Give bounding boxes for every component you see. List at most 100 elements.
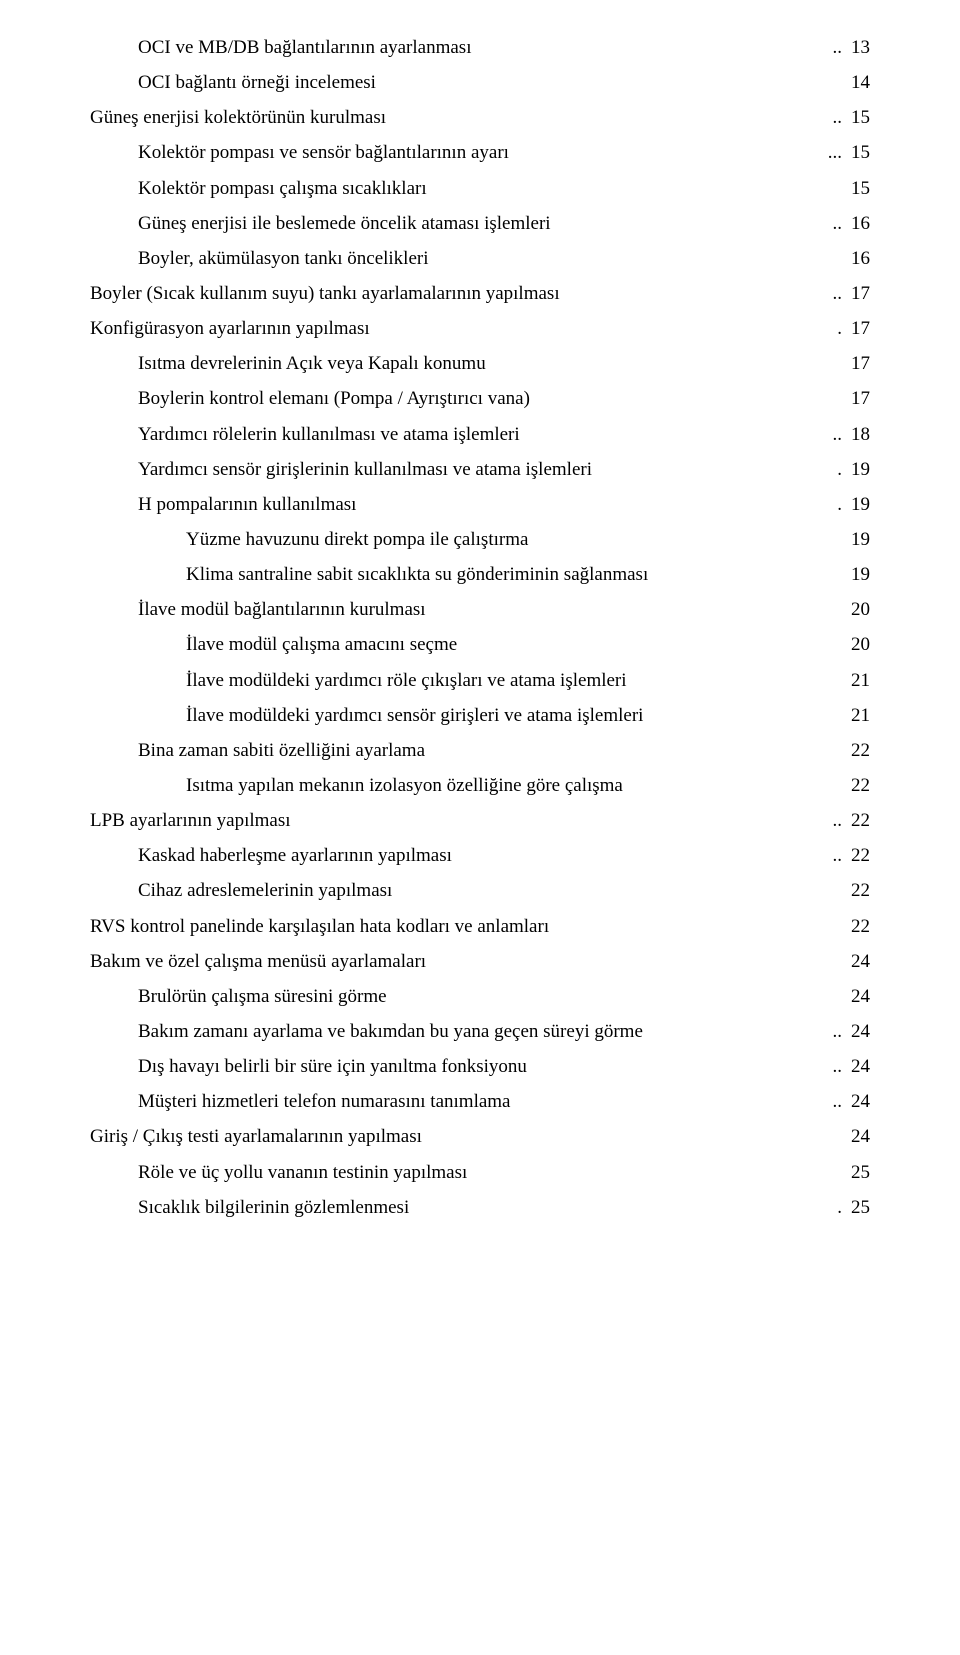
toc-leader (469, 1159, 840, 1178)
toc-label: Yardımcı rölelerin kullanılması ve atama… (138, 417, 520, 452)
toc-label: Boyler (Sıcak kullanım suyu) tankı ayarl… (90, 276, 560, 311)
toc-leader (431, 245, 840, 264)
toc-page-number: 25 (842, 1155, 870, 1190)
document-page: OCI ve MB/DB bağlantılarının ayarlanması… (0, 0, 960, 1655)
toc-label: Bina zaman sabiti özelliğini ayarlama (138, 733, 425, 768)
toc-label: Güneş enerjisi kolektörünün kurulması (90, 100, 386, 135)
toc-label: Brulörün çalışma süresini görme (138, 979, 387, 1014)
toc-label: Cihaz adreslemelerinin yapılması (138, 873, 392, 908)
toc-row: OCI bağlantı örneği incelemesi 14 (90, 65, 870, 100)
toc-leader (522, 421, 831, 440)
toc-label: Giriş / Çıkış testi ayarlamalarının yapı… (90, 1119, 422, 1154)
toc-leader (429, 175, 840, 194)
toc-page-number: 25 (842, 1190, 870, 1225)
toc-leader (650, 561, 840, 580)
toc-label: Kolektör pompası çalışma sıcaklıkları (138, 171, 427, 206)
toc-leader (388, 104, 830, 123)
toc-label: OCI bağlantı örneği incelemesi (138, 65, 376, 100)
toc-suffix: .. (833, 30, 843, 65)
toc-suffix: .. (833, 276, 843, 311)
toc-page-number: 22 (842, 909, 870, 944)
toc-row: Klima santraline sabit sıcaklıkta su gön… (90, 557, 870, 592)
toc-leader (424, 1123, 840, 1142)
toc-suffix: .. (833, 1014, 843, 1049)
toc-leader (411, 1194, 835, 1213)
toc-row: Müşteri hizmetleri telefon numarasını ta… (90, 1084, 870, 1119)
toc-page-number: 24 (842, 1084, 870, 1119)
toc-suffix: .. (833, 206, 843, 241)
toc-row: Bakım ve özel çalışma menüsü ayarlamalar… (90, 944, 870, 979)
toc-row: İlave modüldeki yardımcı sensör girişler… (90, 698, 870, 733)
toc-label: Dış havayı belirli bir süre için yanıltm… (138, 1049, 527, 1084)
toc-leader (459, 631, 840, 650)
toc-page-number: 24 (842, 1119, 870, 1154)
toc-row: Bakım zamanı ayarlama ve bakımdan bu yan… (90, 1014, 870, 1049)
toc-label: Röle ve üç yollu vananın testinin yapılm… (138, 1155, 467, 1190)
toc-label: Boyler, akümülasyon tankı öncelikleri (138, 241, 429, 276)
toc-page-number: 22 (842, 803, 870, 838)
toc-leader (394, 877, 840, 896)
toc-row: Yardımcı sensör girişlerinin kullanılmas… (90, 452, 870, 487)
toc-suffix: .. (833, 803, 843, 838)
toc-suffix: .. (833, 1084, 843, 1119)
toc-page-number: 20 (842, 592, 870, 627)
toc-label: Müşteri hizmetleri telefon numarasını ta… (138, 1084, 511, 1119)
toc-leader (553, 210, 831, 229)
toc-row: Kolektör pompası çalışma sıcaklıkları 15 (90, 171, 870, 206)
toc-page-number: 14 (842, 65, 870, 100)
toc-page-number: 19 (842, 487, 870, 522)
toc-label: Yüzme havuzunu direkt pompa ile çalıştır… (186, 522, 528, 557)
toc-suffix: .. (833, 1049, 843, 1084)
toc-page-number: 21 (842, 698, 870, 733)
toc-page-number: 16 (842, 206, 870, 241)
toc-row: Güneş enerjisi ile beslemede öncelik ata… (90, 206, 870, 241)
toc-page-number: 19 (842, 522, 870, 557)
toc-label: İlave modüldeki yardımcı sensör girişler… (186, 698, 643, 733)
toc-leader (562, 280, 831, 299)
toc-page-number: 15 (842, 100, 870, 135)
toc-label: Güneş enerjisi ile beslemede öncelik ata… (138, 206, 551, 241)
toc-label: Kolektör pompası ve sensör bağlantıların… (138, 135, 509, 170)
toc-row: Yardımcı rölelerin kullanılması ve atama… (90, 417, 870, 452)
toc-row: Yüzme havuzunu direkt pompa ile çalıştır… (90, 522, 870, 557)
toc-page-number: 19 (842, 557, 870, 592)
toc-row: Sıcaklık bilgilerinin gözlemlenmesi.25 (90, 1190, 870, 1225)
toc-label: Isıtma devrelerinin Açık veya Kapalı kon… (138, 346, 486, 381)
toc-row: H pompalarının kullanılması.19 (90, 487, 870, 522)
toc-leader (473, 34, 830, 53)
toc-row: Cihaz adreslemelerinin yapılması 22 (90, 873, 870, 908)
toc-label: İlave modül çalışma amacını seçme (186, 627, 457, 662)
toc-leader (513, 1088, 831, 1107)
toc-label: LPB ayarlarının yapılması (90, 803, 291, 838)
toc-row: Konfigürasyon ayarlarının yapılması.17 (90, 311, 870, 346)
toc-page-number: 22 (842, 733, 870, 768)
toc-row: Brulörün çalışma süresini görme24 (90, 979, 870, 1014)
toc-row: Röle ve üç yollu vananın testinin yapılm… (90, 1155, 870, 1190)
toc-leader (511, 139, 826, 158)
toc-row: Bina zaman sabiti özelliğini ayarlama 22 (90, 733, 870, 768)
toc-leader (551, 913, 840, 932)
toc-leader (488, 350, 840, 369)
toc-page-number: 15 (842, 135, 870, 170)
toc-page-number: 18 (842, 417, 870, 452)
toc-page-number: 21 (842, 663, 870, 698)
toc-page-number: 15 (842, 171, 870, 206)
toc-row: Kolektör pompası ve sensör bağlantıların… (90, 135, 870, 170)
toc-leader (358, 491, 835, 510)
toc-page-number: 20 (842, 627, 870, 662)
toc-label: H pompalarının kullanılması (138, 487, 356, 522)
toc-leader (532, 385, 840, 404)
toc-row: Giriş / Çıkış testi ayarlamalarının yapı… (90, 1119, 870, 1154)
toc-leader (372, 315, 836, 334)
toc-page-number: 22 (842, 873, 870, 908)
toc-row: İlave modüldeki yardımcı röle çıkışları … (90, 663, 870, 698)
toc-leader (378, 69, 840, 88)
toc-row: Güneş enerjisi kolektörünün kurulması..1… (90, 100, 870, 135)
toc-leader (594, 456, 835, 475)
toc-suffix: ... (828, 135, 842, 170)
toc-page-number: 17 (842, 381, 870, 416)
toc-leader (427, 737, 840, 756)
toc-row: Dış havayı belirli bir süre için yanıltm… (90, 1049, 870, 1084)
toc-row: LPB ayarlarının yapılması..22 (90, 803, 870, 838)
toc-leader (428, 948, 840, 967)
